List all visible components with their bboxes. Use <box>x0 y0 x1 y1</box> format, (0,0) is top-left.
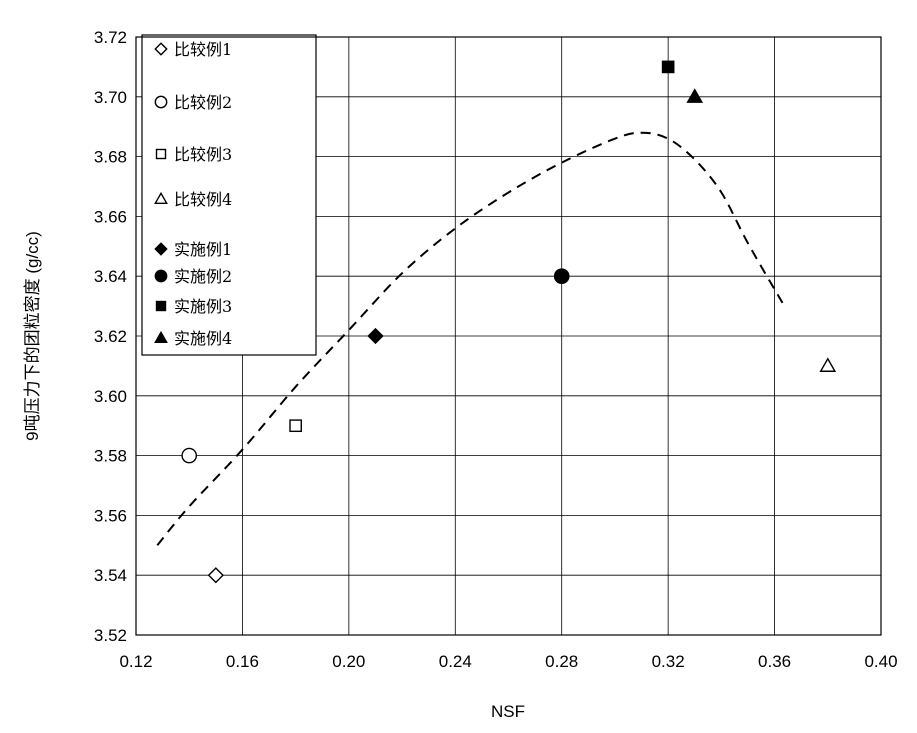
x-tick-label: 0.12 <box>119 652 152 671</box>
y-tick-label: 3.56 <box>94 506 127 525</box>
data-point-diamond-filled <box>368 329 382 343</box>
x-tick-label: 0.16 <box>226 652 259 671</box>
data-point-diamond-open <box>209 568 223 582</box>
legend-label: 实施例1 <box>174 240 232 259</box>
x-tick-label: 0.24 <box>439 652 472 671</box>
x-tick-label: 0.36 <box>758 652 791 671</box>
data-point-circle-open <box>182 448 196 462</box>
data-point-square-open <box>290 420 301 431</box>
legend-label: 比较例4 <box>174 190 232 209</box>
legend-label: 实施例3 <box>174 297 232 316</box>
legend-marker-circle-open <box>155 96 166 107</box>
data-point-circle-filled <box>555 269 569 283</box>
x-tick-label: 0.28 <box>545 652 578 671</box>
y-tick-label: 3.72 <box>94 28 127 47</box>
y-tick-label: 3.66 <box>94 207 127 226</box>
legend-marker-square-open <box>157 150 166 159</box>
x-axis-label: NSF <box>491 702 525 721</box>
y-tick-label: 3.62 <box>94 327 127 346</box>
data-point-square-filled <box>663 61 674 72</box>
y-tick-label: 3.68 <box>94 148 127 167</box>
x-tick-label: 0.32 <box>652 652 685 671</box>
y-tick-label: 3.54 <box>94 566 127 585</box>
data-point-triangle-filled <box>688 90 702 102</box>
legend-label: 实施例4 <box>174 329 232 348</box>
legend-label: 实施例2 <box>174 267 232 286</box>
legend-label: 比较例2 <box>174 93 232 112</box>
y-tick-label: 3.70 <box>94 88 127 107</box>
y-axis-label: 9吨压力下的团粒密度 (g/cc) <box>23 231 42 441</box>
x-tick-label: 0.40 <box>864 652 897 671</box>
legend-marker-square-filled <box>157 302 166 311</box>
y-tick-label: 3.52 <box>94 626 127 645</box>
y-tick-label: 3.60 <box>94 387 127 406</box>
data-point-triangle-open <box>821 359 835 371</box>
legend-marker-circle-filled <box>155 270 166 281</box>
y-tick-label: 3.58 <box>94 447 127 466</box>
x-tick-label: 0.20 <box>332 652 365 671</box>
legend: 比较例1 比较例2 比较例3 比较例4 实施例1 实施例2 实施例3 实施例4 <box>142 35 316 355</box>
legend-label: 比较例1 <box>174 40 232 59</box>
legend-label: 比较例3 <box>174 145 232 164</box>
y-tick-label: 3.64 <box>94 267 127 286</box>
